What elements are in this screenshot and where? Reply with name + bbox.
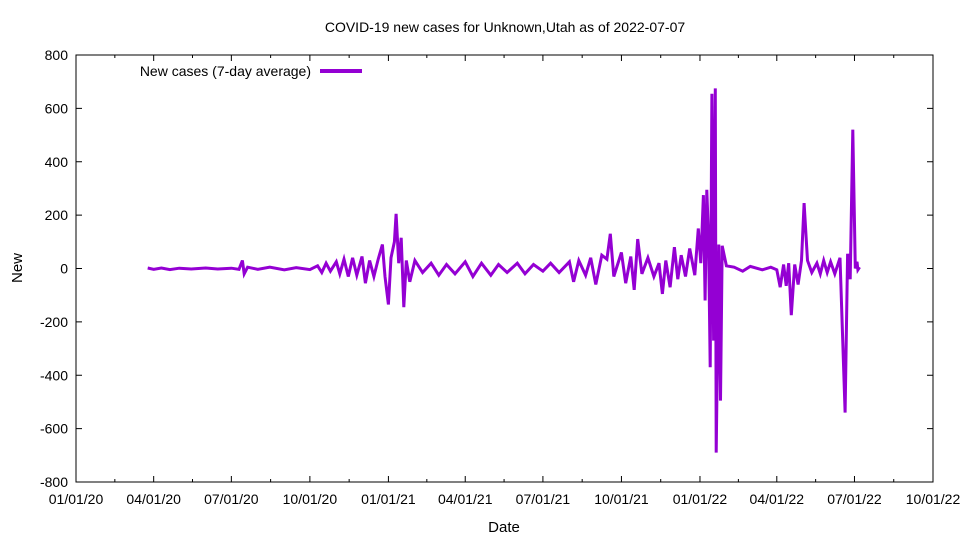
x-tick-label: 07/01/20 [204, 491, 259, 507]
x-tick-label: 10/01/22 [906, 491, 960, 507]
x-tick-label: 10/01/20 [283, 491, 338, 507]
y-tick-label: 400 [45, 154, 69, 170]
y-axis: -800 -600 -400 -200 0 200 400 600 800 [40, 47, 933, 490]
y-tick-label: -600 [40, 421, 68, 437]
x-tick-label: 04/01/22 [750, 491, 805, 507]
x-tick-label: 10/01/21 [594, 491, 649, 507]
x-tick-label: 01/01/22 [673, 491, 728, 507]
chart-title: COVID-19 new cases for Unknown,Utah as o… [325, 19, 686, 35]
series-line [147, 88, 861, 453]
y-axis-label: New [9, 253, 26, 283]
x-tick-label: 01/01/21 [361, 491, 416, 507]
x-axis-label: Date [488, 519, 520, 536]
legend: New cases (7-day average) [140, 63, 362, 79]
x-tick-label: 04/01/20 [126, 491, 181, 507]
legend-label: New cases (7-day average) [140, 63, 311, 79]
y-tick-label: 200 [45, 207, 69, 223]
series-layer [147, 88, 861, 453]
y-tick-label: 0 [60, 261, 68, 277]
x-tick-label: 01/01/20 [49, 491, 104, 507]
y-tick-label: -800 [40, 474, 68, 490]
y-tick-label: -200 [40, 314, 68, 330]
y-tick-label: 600 [45, 100, 69, 116]
x-axis: 01/01/20 04/01/20 07/01/20 10/01/20 01/01/21… [49, 55, 960, 507]
y-tick-label: 800 [45, 47, 69, 63]
x-tick-label: 04/01/21 [438, 491, 493, 507]
y-tick-label: -400 [40, 367, 68, 383]
x-tick-label: 07/01/21 [516, 491, 571, 507]
x-tick-label: 07/01/22 [827, 491, 882, 507]
